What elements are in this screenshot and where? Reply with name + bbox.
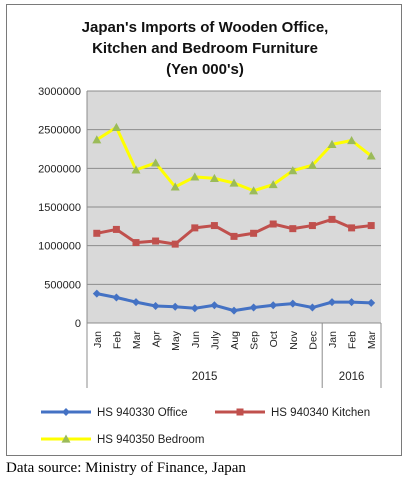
y-tick-label: 3000000	[38, 86, 81, 98]
data-point	[171, 240, 179, 248]
x-tick-label: Mar	[131, 331, 143, 350]
data-point	[269, 220, 277, 228]
data-point	[132, 239, 140, 247]
legend-label: HS 940350 Bedroom	[97, 434, 204, 446]
y-tick-label: 1000000	[38, 241, 81, 253]
data-point	[210, 301, 219, 310]
chart-title-line-1: Japan's Imports of Wooden Office,	[82, 19, 329, 36]
data-point	[92, 289, 101, 298]
x-tick-label: Jan	[92, 331, 104, 348]
x-axis: Jan Feb Mar Apr May Jun July Aug Sep Oct Nov Dec Jan…	[86, 322, 382, 388]
data-point	[288, 299, 297, 308]
data-point	[112, 225, 120, 233]
y-tick-label: 0	[75, 318, 81, 330]
data-point	[288, 166, 298, 175]
data-point	[171, 302, 180, 311]
x-tick-label: Nov	[288, 330, 300, 349]
data-point	[249, 303, 258, 312]
data-point	[308, 222, 316, 230]
data-point	[249, 186, 259, 195]
x-tick-label: Mar	[366, 331, 378, 350]
data-point	[289, 225, 297, 233]
data-point	[230, 306, 238, 315]
data-point	[190, 304, 199, 313]
chart: Japan's Imports of Wooden Office, Kitche…	[38, 19, 382, 446]
year-label-2016: 2016	[339, 371, 365, 383]
y-tick-label: 2500000	[38, 125, 81, 137]
data-point	[269, 301, 278, 310]
data-point	[307, 160, 317, 169]
data-point	[308, 303, 317, 312]
data-point	[367, 222, 375, 230]
series-2	[92, 122, 376, 195]
x-tick-label: Oct	[268, 331, 280, 347]
x-tick-label: Aug	[229, 331, 241, 350]
y-tick-label: 2000000	[38, 163, 81, 175]
data-point	[348, 224, 356, 232]
data-point	[347, 298, 356, 307]
data-point	[230, 232, 238, 240]
x-tick-label: July	[209, 330, 221, 349]
data-point	[328, 298, 336, 307]
y-axis: 0 500000 1000000 1500000 2000000 2500000 30000…	[38, 86, 88, 330]
data-point	[250, 229, 258, 237]
data-point	[327, 139, 337, 148]
data-point	[151, 301, 160, 310]
x-tick-label: Feb	[111, 331, 123, 349]
legend-label: HS 940340 Kitchen	[271, 407, 370, 419]
x-tick-label: Sep	[249, 331, 261, 350]
x-tick-label: Dec	[307, 331, 319, 350]
data-source-note: Data source: Ministry of Finance, Japan	[6, 460, 246, 476]
data-point	[229, 178, 239, 187]
legend: HS 940330 Office HS 940340 Kitchen HS 9403…	[41, 407, 370, 446]
data-point	[62, 408, 70, 416]
data-point	[347, 135, 357, 145]
data-point	[131, 165, 141, 174]
y-tick-label: 1500000	[38, 202, 81, 214]
data-point	[210, 222, 218, 230]
x-tick-label: Jun	[190, 331, 202, 348]
chart-title-line-3: (Yen 000's)	[166, 61, 244, 78]
legend-entry-0: HS 940330 Office	[41, 407, 188, 419]
data-point	[111, 122, 121, 131]
legend-entry-1: HS 940340 Kitchen	[215, 407, 370, 419]
series-1	[93, 215, 375, 248]
chart-frame: Japan's Imports of Wooden Office, Kitche…	[6, 4, 402, 456]
series-0	[92, 289, 376, 315]
data-point	[112, 293, 121, 302]
data-point	[170, 182, 180, 191]
data-point	[268, 180, 278, 189]
data-point	[152, 237, 160, 245]
data-point	[366, 151, 376, 160]
chart-title-line-2: Kitchen and Bedroom Furniture	[92, 40, 318, 57]
data-point	[61, 434, 71, 443]
data-point	[236, 408, 244, 416]
x-tick-label: Apr	[151, 331, 163, 348]
legend-entry-2: HS 940350 Bedroom	[41, 434, 204, 446]
y-tick-label: 500000	[44, 279, 81, 291]
data-point	[191, 224, 199, 232]
x-tick-label: Feb	[347, 331, 359, 349]
data-point	[328, 215, 336, 223]
series	[92, 122, 376, 315]
data-point	[92, 135, 102, 144]
data-point	[151, 158, 161, 167]
x-tick-label: Jan	[327, 331, 339, 348]
data-point	[367, 298, 376, 307]
data-point	[132, 298, 140, 307]
legend-label: HS 940330 Office	[97, 407, 188, 419]
data-point	[93, 229, 101, 237]
year-label-2015: 2015	[192, 371, 218, 383]
data-point	[190, 172, 200, 181]
x-tick-label: May	[170, 330, 182, 351]
data-point	[209, 173, 219, 182]
